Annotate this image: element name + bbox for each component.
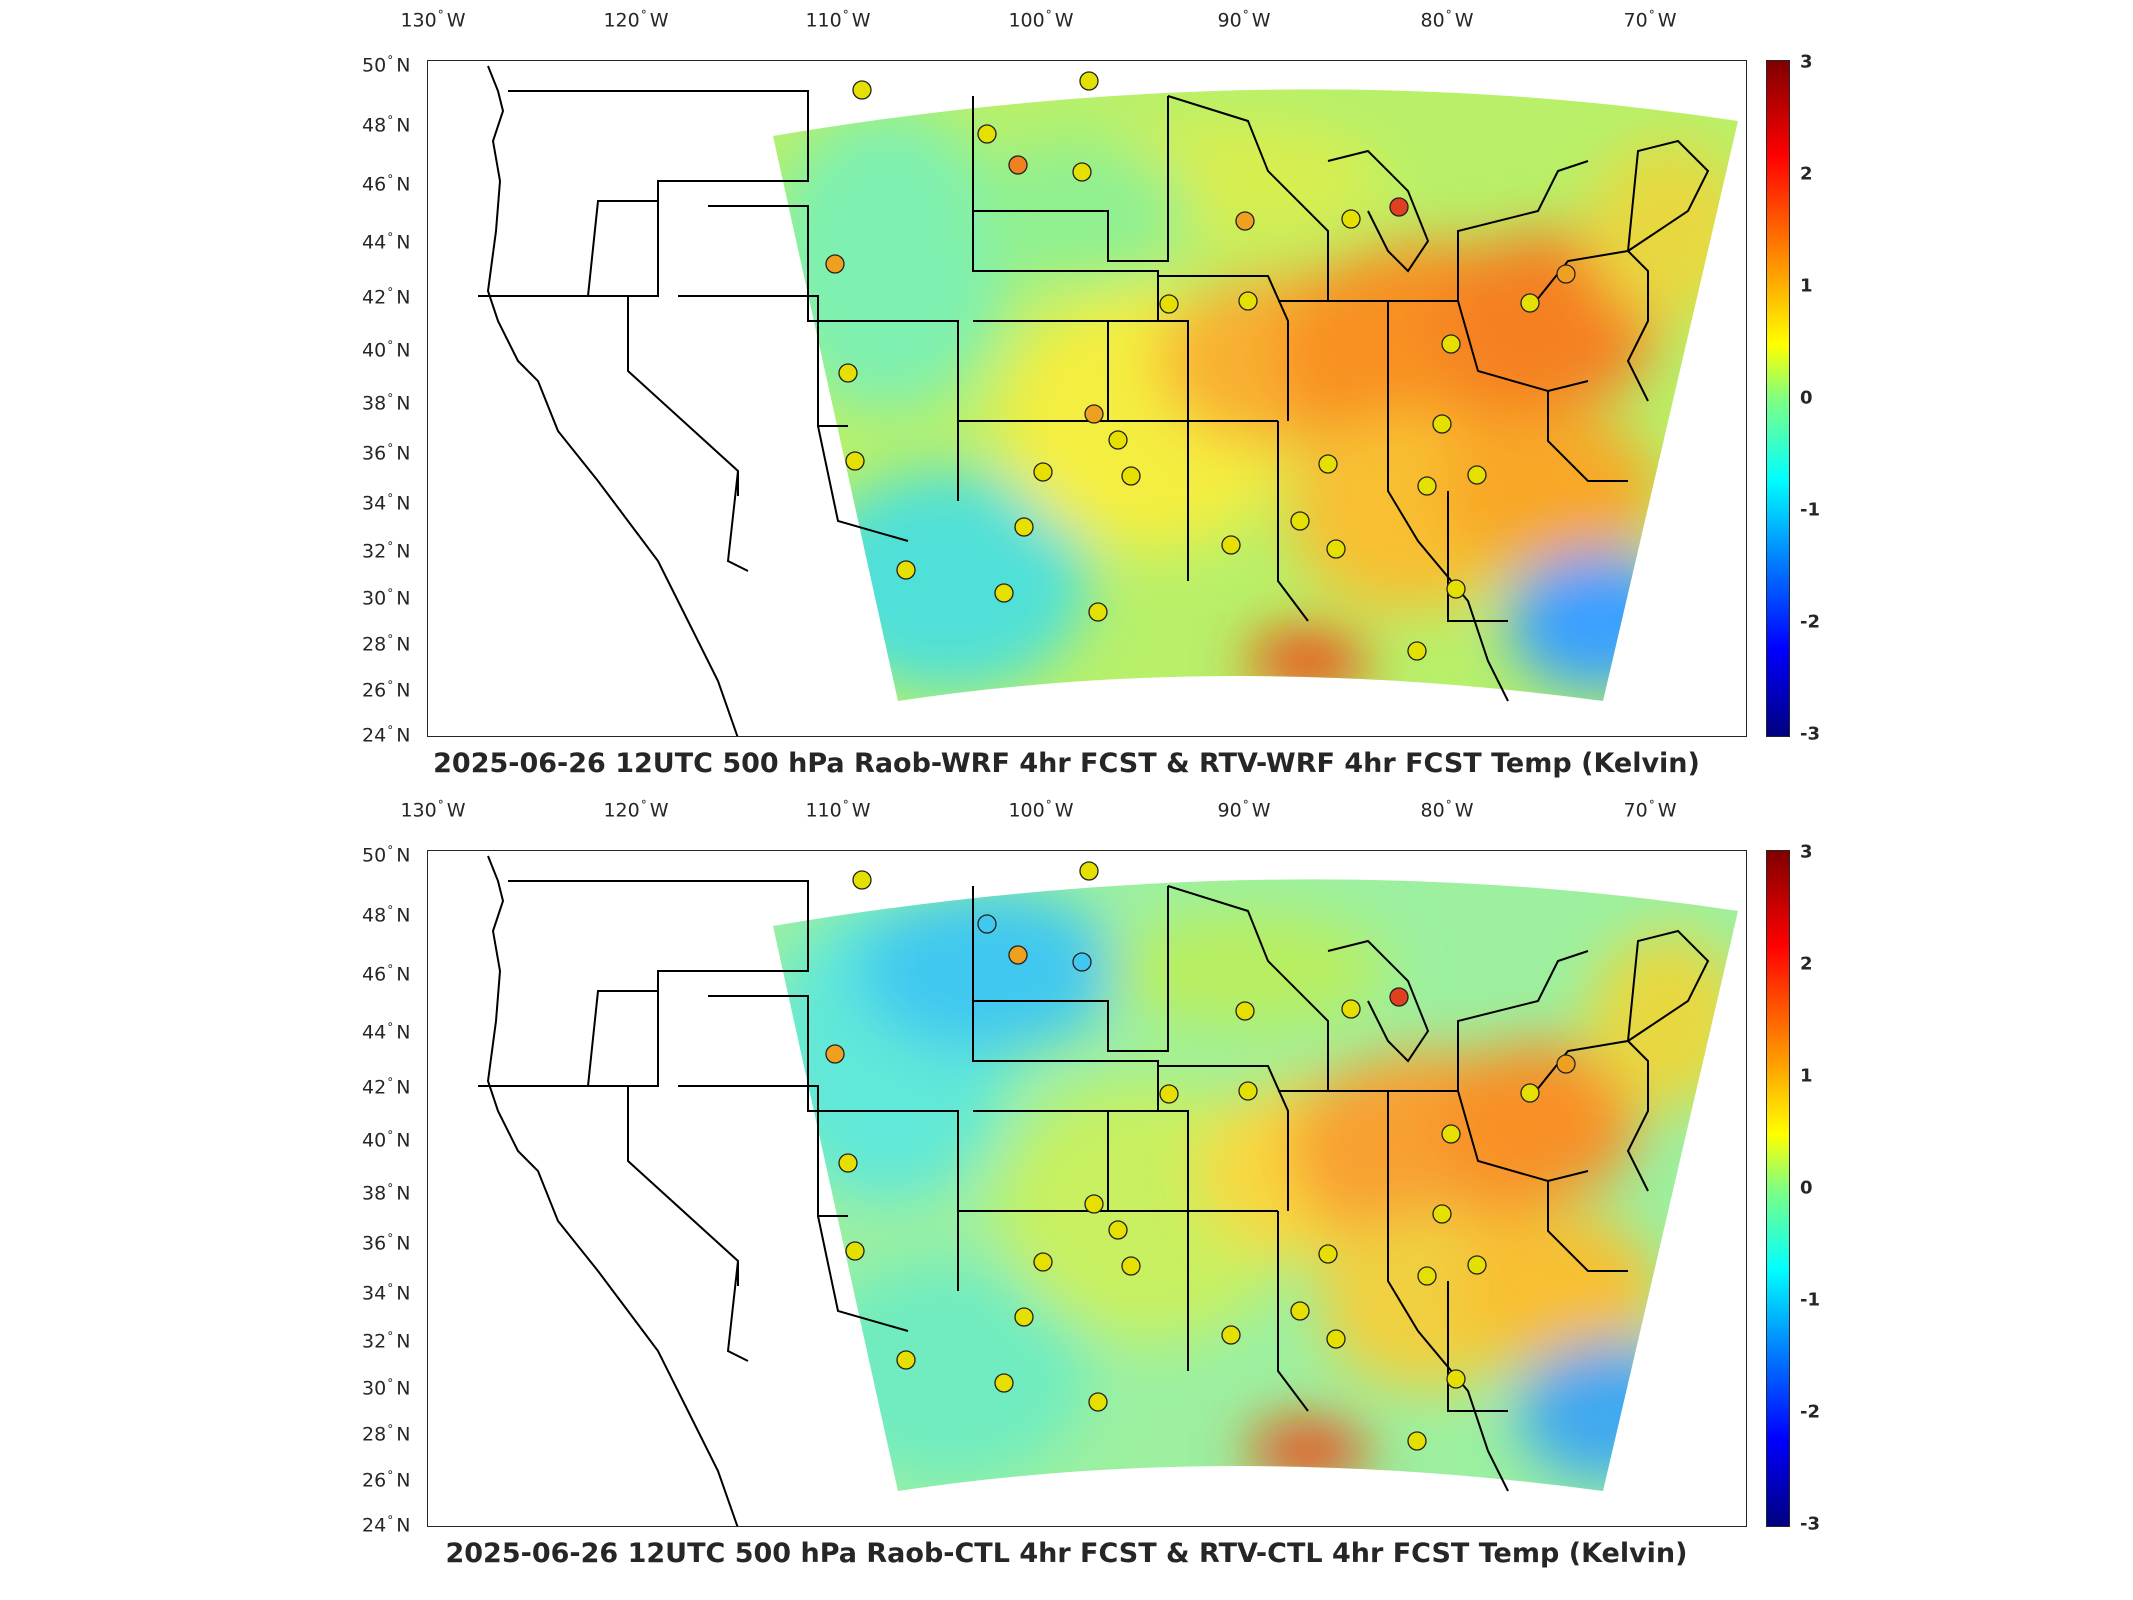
lat-tick-label: 26° N	[362, 1468, 411, 1492]
lat-tick-label: 44° N	[362, 230, 411, 254]
colorbar-tick-label: 0	[1800, 1177, 1813, 1199]
lon-tick-label: 70° W	[1623, 8, 1677, 32]
colorbar-tick-label: 2	[1800, 163, 1813, 185]
colorbar	[1766, 850, 1790, 1527]
state-boundaries	[478, 65, 1710, 736]
lat-tick-label: 42° N	[362, 285, 411, 309]
colorbar-tick-label: -3	[1800, 723, 1820, 745]
colorbar-tick-label: -2	[1800, 611, 1820, 633]
lon-tick-label: 90° W	[1217, 798, 1271, 822]
lat-tick-label: 46° N	[362, 962, 411, 986]
lat-tick-label: 24° N	[362, 1513, 411, 1537]
lon-tick-label: 130° W	[400, 798, 466, 822]
colorbar	[1766, 60, 1790, 737]
state-boundaries	[478, 855, 1710, 1526]
lat-tick-label: 46° N	[362, 172, 411, 196]
lat-tick-label: 40° N	[362, 338, 411, 362]
panel-title: 2025-06-26 12UTC 500 hPa Raob-CTL 4hr FC…	[445, 1538, 1688, 1569]
lat-tick-label: 50° N	[362, 53, 411, 77]
lat-tick-label: 38° N	[362, 1181, 411, 1205]
lat-tick-label: 30° N	[362, 586, 411, 610]
lat-tick-label: 38° N	[362, 391, 411, 415]
colorbar-tick-label: 1	[1800, 275, 1813, 297]
lat-tick-label: 28° N	[362, 632, 411, 656]
raob-stations	[825, 71, 1576, 661]
colorbar-tick-label: 1	[1800, 1065, 1813, 1087]
colorbar-tick-label: 2	[1800, 953, 1813, 975]
lon-tick-label: 70° W	[1623, 798, 1677, 822]
lat-tick-label: 30° N	[362, 1376, 411, 1400]
lat-tick-label: 40° N	[362, 1128, 411, 1152]
lat-tick-label: 48° N	[362, 903, 411, 927]
lat-tick-label: 24° N	[362, 723, 411, 747]
temperature-difference-map	[478, 855, 1738, 1526]
lon-tick-label: 130° W	[400, 8, 466, 32]
lat-tick-label: 50° N	[362, 843, 411, 867]
map-frame	[427, 850, 1747, 1527]
lat-tick-label: 36° N	[362, 1231, 411, 1255]
lon-tick-label: 120° W	[603, 8, 669, 32]
colorbar-tick-label: 3	[1800, 51, 1813, 73]
lat-tick-label: 34° N	[362, 1281, 411, 1305]
lat-tick-label: 36° N	[362, 441, 411, 465]
raob-stations	[825, 861, 1576, 1451]
map-panel-bottom: 130° W 120° W 110° W 100° W 90° W 80° W 70° W 5…	[0, 790, 2133, 1590]
lon-tick-label: 110° W	[805, 798, 871, 822]
colorbar-tick-label: 0	[1800, 387, 1813, 409]
lat-tick-label: 26° N	[362, 678, 411, 702]
lon-tick-label: 120° W	[603, 798, 669, 822]
lon-tick-label: 90° W	[1217, 8, 1271, 32]
map-frame	[427, 60, 1747, 737]
lon-tick-label: 80° W	[1420, 798, 1474, 822]
model-domain-field	[773, 879, 1738, 1492]
lon-tick-label: 100° W	[1008, 798, 1074, 822]
lat-tick-label: 32° N	[362, 539, 411, 563]
map-panel-top: 130° W 120° W 110° W 100° W 90° W 80° W 70° W 5…	[362, 8, 1820, 779]
lat-tick-label: 32° N	[362, 1329, 411, 1353]
temperature-difference-map	[478, 65, 1738, 736]
colorbar-tick-label: -1	[1800, 499, 1820, 521]
lon-tick-label: 100° W	[1008, 8, 1074, 32]
lat-tick-label: 34° N	[362, 491, 411, 515]
lon-tick-label: 80° W	[1420, 8, 1474, 32]
colorbar-tick-label: -1	[1800, 1289, 1820, 1311]
colorbar-tick-label: -2	[1800, 1401, 1820, 1423]
lon-tick-label: 110° W	[805, 8, 871, 32]
lat-tick-label: 48° N	[362, 113, 411, 137]
model-domain-field	[773, 89, 1738, 702]
lat-tick-label: 44° N	[362, 1020, 411, 1044]
lat-tick-label: 28° N	[362, 1422, 411, 1446]
panel-title: 2025-06-26 12UTC 500 hPa Raob-WRF 4hr FC…	[433, 748, 1700, 779]
colorbar-tick-label: -3	[1800, 1513, 1820, 1535]
lat-tick-label: 42° N	[362, 1075, 411, 1099]
colorbar-tick-label: 3	[1800, 841, 1813, 863]
